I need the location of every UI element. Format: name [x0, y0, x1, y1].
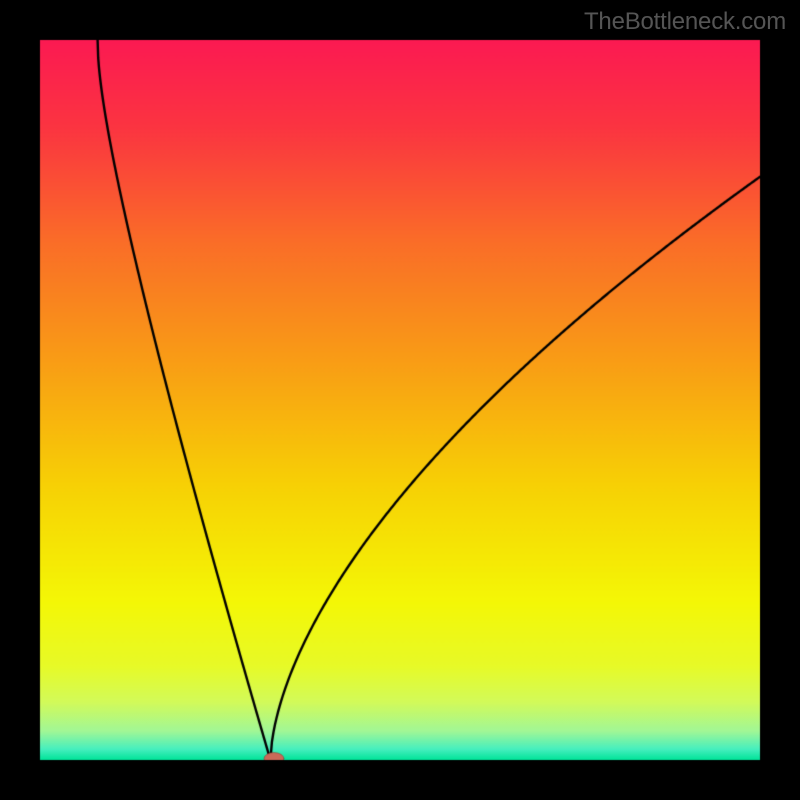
- watermark-text: TheBottleneck.com: [584, 8, 786, 36]
- gradient-canvas: [0, 0, 800, 800]
- bottleneck-chart: TheBottleneck.com: [0, 0, 800, 800]
